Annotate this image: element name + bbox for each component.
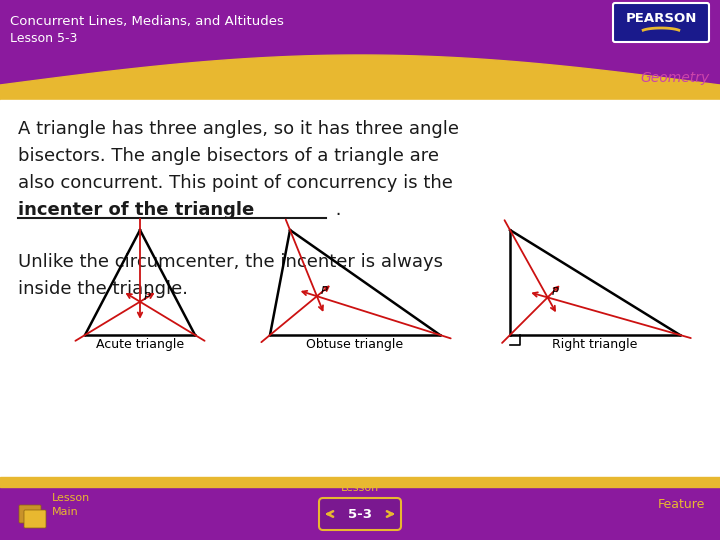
Text: bisectors. The angle bisectors of a triangle are: bisectors. The angle bisectors of a tria… xyxy=(18,147,439,165)
Text: inside the triangle.: inside the triangle. xyxy=(18,280,188,298)
Text: P: P xyxy=(321,286,328,296)
Text: Lesson 5-3: Lesson 5-3 xyxy=(10,31,77,44)
Text: incenter of the triangle: incenter of the triangle xyxy=(18,201,254,219)
FancyBboxPatch shape xyxy=(319,498,401,530)
Bar xyxy=(0,100,720,482)
Text: Main: Main xyxy=(52,507,78,517)
Text: PEARSON: PEARSON xyxy=(625,11,697,24)
Text: P: P xyxy=(144,292,150,302)
Text: .: . xyxy=(330,201,341,219)
Text: Geometry: Geometry xyxy=(641,71,710,85)
Text: A triangle has three angles, so it has three angle: A triangle has three angles, so it has t… xyxy=(18,120,459,138)
FancyBboxPatch shape xyxy=(613,3,709,42)
Text: Acute triangle: Acute triangle xyxy=(96,338,184,351)
Bar xyxy=(0,477,720,482)
FancyBboxPatch shape xyxy=(24,510,46,528)
Text: Unlike the circumcenter, the incenter is always: Unlike the circumcenter, the incenter is… xyxy=(18,253,443,271)
Text: Lesson: Lesson xyxy=(341,483,379,493)
Text: Lesson: Lesson xyxy=(52,493,90,503)
FancyBboxPatch shape xyxy=(19,505,41,523)
Text: P: P xyxy=(552,287,558,298)
Bar xyxy=(0,480,720,487)
Text: 5-3: 5-3 xyxy=(348,508,372,521)
Text: Feature: Feature xyxy=(657,498,705,511)
Text: Right triangle: Right triangle xyxy=(552,338,638,351)
Text: Obtuse triangle: Obtuse triangle xyxy=(307,338,404,351)
Text: also concurrent. This point of concurrency is the: also concurrent. This point of concurren… xyxy=(18,174,453,192)
Text: Concurrent Lines, Medians, and Altitudes: Concurrent Lines, Medians, and Altitudes xyxy=(10,16,284,29)
